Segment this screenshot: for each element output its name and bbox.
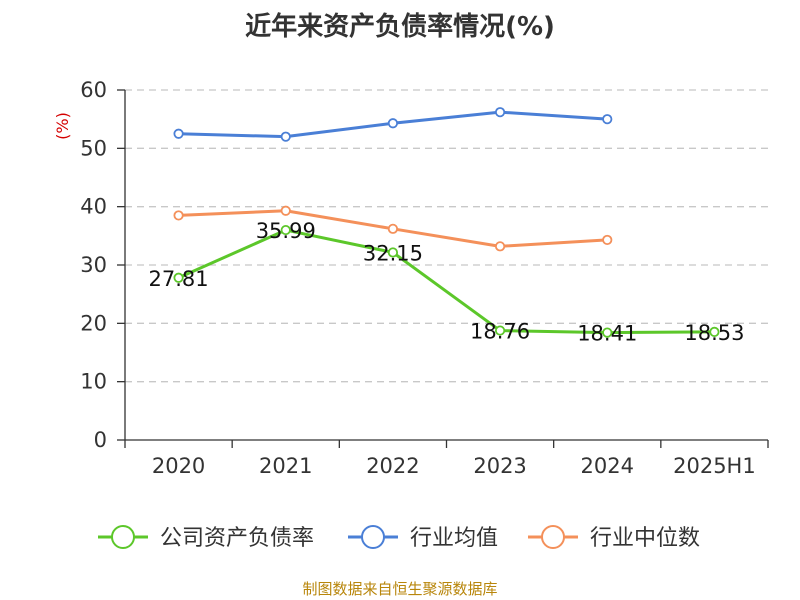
series-line-公司资产负债率 (177, 228, 715, 335)
data-point (173, 272, 184, 283)
y-tick-label: 50 (80, 136, 107, 160)
data-label: 18.41 (577, 322, 637, 346)
data-label: 18.76 (470, 320, 530, 344)
data-point (709, 326, 720, 338)
y-tick-label: 0 (94, 428, 107, 452)
legend-label: 公司资产负债率 (160, 526, 314, 551)
data-point (280, 131, 291, 142)
data-point (602, 234, 613, 246)
y-axis-unit: (%) (53, 112, 72, 140)
data-label: 32.15 (363, 241, 423, 265)
x-tick-label: 2024 (581, 454, 634, 478)
data-point (173, 210, 184, 221)
x-tick-label: 2025H1 (673, 454, 756, 478)
data-point (494, 107, 506, 118)
y-tick-label: 10 (80, 370, 107, 394)
data-point (280, 205, 291, 216)
data-label: 35.99 (256, 219, 316, 243)
legend-marker (541, 525, 565, 549)
data-point (602, 114, 613, 125)
legend: 公司资产负债率 行业均值 行业中位数 (98, 525, 700, 551)
y-tick-label: 30 (80, 253, 107, 277)
data-point (387, 247, 399, 258)
y-tick-label: 20 (80, 311, 107, 335)
data-point (494, 241, 506, 252)
data-point (387, 223, 399, 234)
data-label: 27.81 (149, 267, 209, 291)
axes: 0 10 20 30 40 50 60 2020 2021 2022 2023 2024 2025H1 (… (53, 78, 769, 478)
x-tick-label: 2023 (473, 454, 526, 478)
series-lines (173, 107, 720, 338)
legend-marker (111, 525, 135, 549)
legend-label: 行业均值 (410, 526, 498, 551)
data-point (280, 224, 291, 236)
source-label: 制图数据来自恒生聚源数据库 (302, 580, 498, 598)
chart-title: 近年来资产负债率情况(%) (245, 12, 555, 42)
legend-marker (361, 525, 385, 549)
data-point (602, 327, 613, 338)
data-label: 18.53 (684, 321, 744, 345)
y-tick-label: 40 (80, 195, 107, 219)
legend-label: 行业中位数 (590, 526, 700, 551)
data-point (173, 128, 184, 139)
x-tick-label: 2020 (152, 454, 205, 478)
y-tick-label: 60 (80, 78, 107, 102)
data-point (387, 118, 399, 129)
data-labels: 27.81 35.99 32.15 18.76 18.41 18.53 (149, 219, 745, 346)
x-tick-label: 2022 (366, 454, 419, 478)
x-tick-label: 2021 (259, 454, 312, 478)
data-point (494, 325, 506, 336)
